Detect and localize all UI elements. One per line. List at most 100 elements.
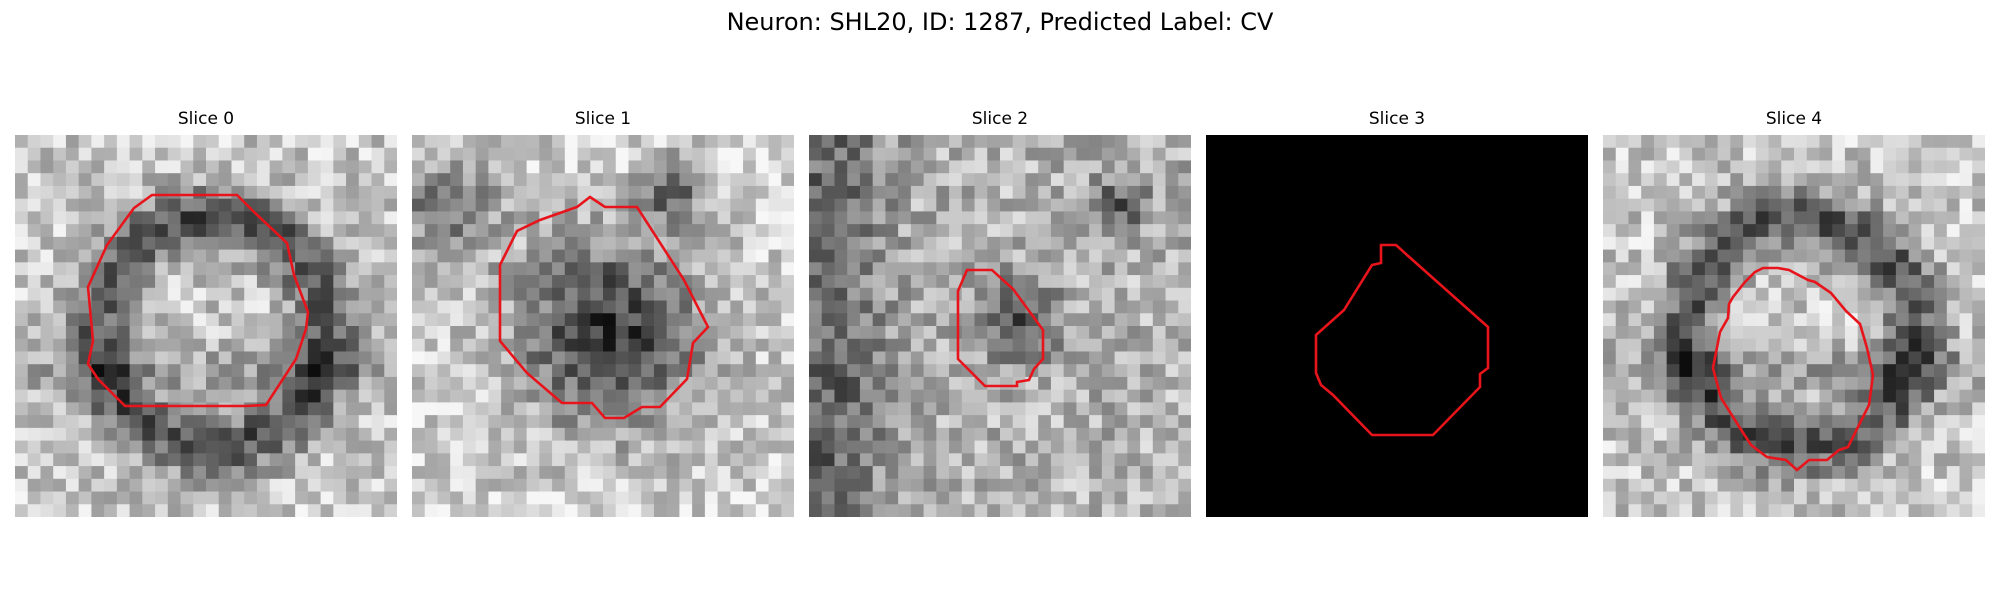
- pixel: [501, 390, 514, 403]
- pixel: [718, 364, 731, 377]
- pixel: [1730, 237, 1743, 250]
- pixel: [181, 301, 194, 314]
- pixel: [28, 504, 41, 517]
- pixel: [1934, 148, 1947, 161]
- pixel: [1718, 453, 1731, 466]
- pixel: [628, 428, 641, 441]
- pixel: [53, 453, 66, 466]
- pixel: [130, 173, 143, 186]
- pixel: [1603, 148, 1616, 161]
- pixel: [79, 199, 92, 212]
- pixel: [142, 275, 155, 288]
- pixel: [1140, 288, 1153, 301]
- pixel: [565, 313, 578, 326]
- pixel: [1832, 377, 1845, 390]
- pixel: [359, 160, 372, 173]
- pixel: [1781, 441, 1794, 454]
- pixel: [104, 428, 117, 441]
- pixel: [1166, 326, 1179, 339]
- pixel: [1819, 351, 1832, 364]
- pixel: [231, 415, 244, 428]
- pixel: [1921, 453, 1934, 466]
- pixel: [679, 250, 692, 263]
- pixel: [155, 364, 168, 377]
- pixel: [1153, 224, 1166, 237]
- pixel: [40, 199, 53, 212]
- pixel: [1692, 504, 1705, 517]
- pixel: [1832, 275, 1845, 288]
- pixel: [1921, 428, 1934, 441]
- pixel: [1076, 301, 1089, 314]
- pixel: [1960, 504, 1973, 517]
- pixel: [781, 466, 794, 479]
- pixel: [834, 351, 847, 364]
- pixel: [834, 402, 847, 415]
- pixel: [308, 237, 321, 250]
- pixel: [1960, 390, 1973, 403]
- pixel: [1845, 377, 1858, 390]
- pixel: [488, 364, 501, 377]
- pixel: [1972, 173, 1985, 186]
- pixel: [91, 173, 104, 186]
- pixel: [501, 402, 514, 415]
- pixel: [168, 275, 181, 288]
- pixel: [769, 301, 782, 314]
- pixel: [501, 313, 514, 326]
- pixel: [1960, 377, 1973, 390]
- pixel: [476, 415, 489, 428]
- pixel: [425, 428, 438, 441]
- pixel: [1616, 390, 1629, 403]
- pixel: [1064, 262, 1077, 275]
- pixel: [641, 453, 654, 466]
- pixel: [1769, 466, 1782, 479]
- pixel: [1896, 173, 1909, 186]
- pixel: [66, 479, 79, 492]
- pixel: [1667, 428, 1680, 441]
- pixel: [962, 351, 975, 364]
- pixel: [1641, 301, 1654, 314]
- pixel: [1718, 173, 1731, 186]
- pixel: [104, 326, 117, 339]
- pixel: [1781, 275, 1794, 288]
- slice-pixels-4: [1603, 135, 1985, 517]
- pixel: [692, 135, 705, 148]
- pixel: [130, 326, 143, 339]
- pixel: [1166, 351, 1179, 364]
- pixel: [1858, 428, 1871, 441]
- pixel: [616, 313, 629, 326]
- pixel: [1921, 479, 1934, 492]
- pixel: [1730, 148, 1743, 161]
- pixel: [463, 275, 476, 288]
- pixel: [885, 377, 898, 390]
- pixel: [1909, 250, 1922, 263]
- pixel: [834, 148, 847, 161]
- pixel: [282, 390, 295, 403]
- pixel: [130, 301, 143, 314]
- pixel: [1603, 390, 1616, 403]
- pixel: [1616, 160, 1629, 173]
- pixel: [1960, 466, 1973, 479]
- pixel: [718, 453, 731, 466]
- pixel: [257, 301, 270, 314]
- pixel: [1140, 453, 1153, 466]
- pixel: [437, 250, 450, 263]
- pixel: [975, 466, 988, 479]
- pixel: [705, 466, 718, 479]
- pixel: [603, 313, 616, 326]
- pixel: [718, 339, 731, 352]
- pixel: [1832, 428, 1845, 441]
- pixel: [346, 211, 359, 224]
- pixel: [1832, 390, 1845, 403]
- pixel: [924, 135, 937, 148]
- pixel: [437, 351, 450, 364]
- pixel: [1127, 504, 1140, 517]
- pixel: [1921, 313, 1934, 326]
- pixel: [1127, 377, 1140, 390]
- pixel: [66, 326, 79, 339]
- pixel: [1667, 173, 1680, 186]
- pixel: [1127, 492, 1140, 505]
- pixel: [654, 326, 667, 339]
- pixel: [501, 441, 514, 454]
- pixel: [936, 211, 949, 224]
- pixel: [1089, 135, 1102, 148]
